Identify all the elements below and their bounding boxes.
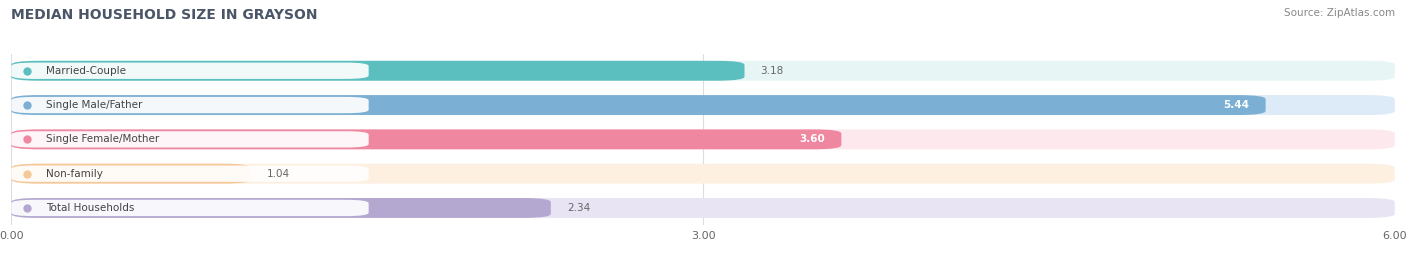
Text: Single Male/Father: Single Male/Father (46, 100, 142, 110)
Text: 1.04: 1.04 (267, 169, 290, 179)
FancyBboxPatch shape (11, 200, 368, 216)
Text: Non-family: Non-family (46, 169, 103, 179)
FancyBboxPatch shape (11, 166, 368, 182)
FancyBboxPatch shape (11, 97, 368, 113)
FancyBboxPatch shape (11, 164, 252, 184)
Text: MEDIAN HOUSEHOLD SIZE IN GRAYSON: MEDIAN HOUSEHOLD SIZE IN GRAYSON (11, 8, 318, 22)
Text: Source: ZipAtlas.com: Source: ZipAtlas.com (1284, 8, 1395, 18)
Text: 5.44: 5.44 (1223, 100, 1250, 110)
FancyBboxPatch shape (11, 129, 1395, 149)
Text: Married-Couple: Married-Couple (46, 66, 125, 76)
Text: Total Households: Total Households (46, 203, 134, 213)
FancyBboxPatch shape (11, 61, 1395, 81)
FancyBboxPatch shape (11, 198, 1395, 218)
Text: 2.34: 2.34 (567, 203, 591, 213)
FancyBboxPatch shape (11, 63, 368, 79)
FancyBboxPatch shape (11, 164, 1395, 184)
Text: 3.60: 3.60 (800, 134, 825, 144)
Text: 3.18: 3.18 (761, 66, 785, 76)
FancyBboxPatch shape (11, 95, 1395, 115)
Text: Single Female/Mother: Single Female/Mother (46, 134, 159, 144)
FancyBboxPatch shape (11, 131, 368, 147)
FancyBboxPatch shape (11, 129, 841, 149)
FancyBboxPatch shape (11, 95, 1265, 115)
FancyBboxPatch shape (11, 61, 745, 81)
FancyBboxPatch shape (11, 198, 551, 218)
